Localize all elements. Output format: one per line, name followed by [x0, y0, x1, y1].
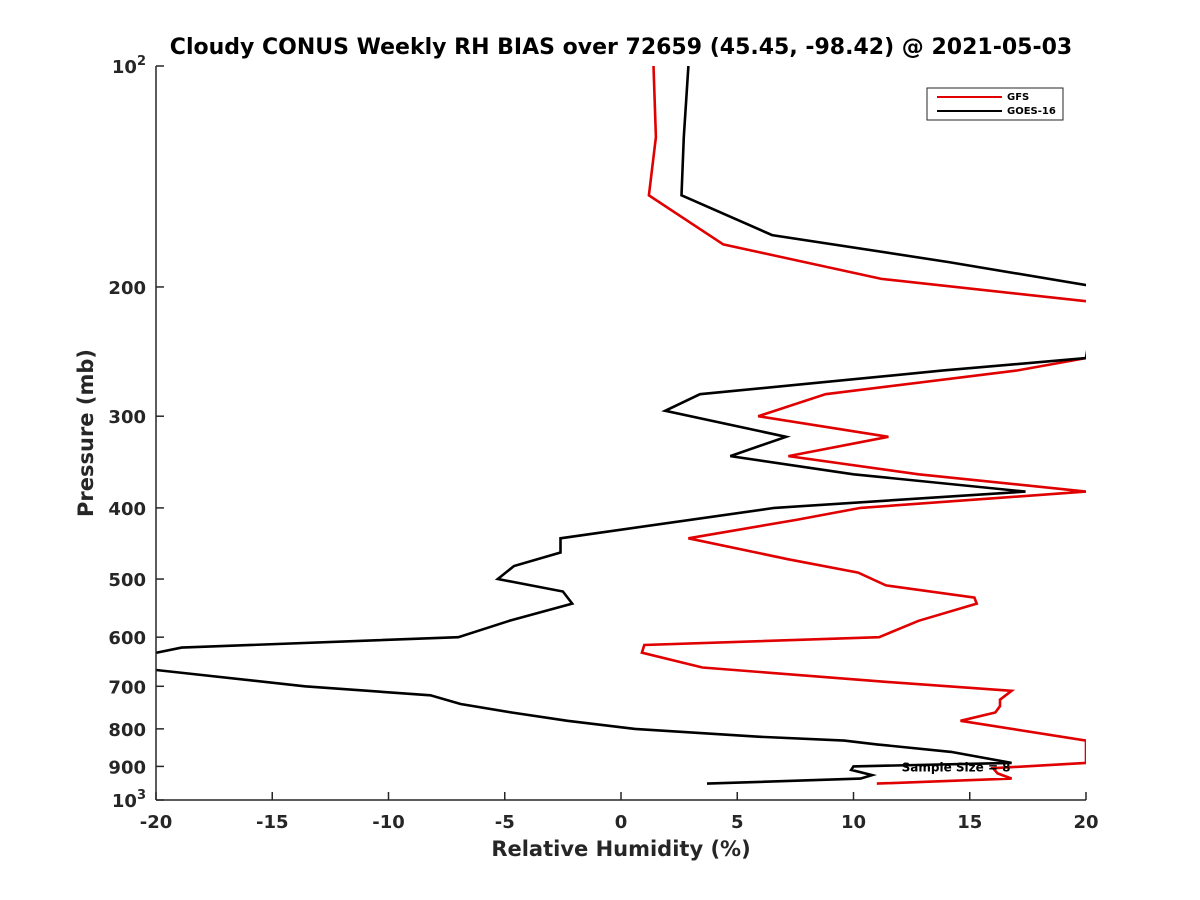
- x-tick-label: -10: [372, 812, 405, 833]
- chart-title: Cloudy CONUS Weekly RH BIAS over 72659 (…: [170, 35, 1072, 60]
- y-tick-label: 600: [108, 628, 146, 649]
- legend-label-gfs: GFS: [1007, 92, 1029, 103]
- x-tick-label: 5: [731, 812, 744, 833]
- y-tick-label: 400: [108, 499, 146, 520]
- legend: GFS GOES-16: [926, 87, 1064, 121]
- x-tick-label: -20: [140, 812, 173, 833]
- y-tick-label: 500: [108, 570, 146, 591]
- y-tick-label: 900: [108, 757, 146, 778]
- x-tick-label: -15: [256, 812, 289, 833]
- x-tick-label: 15: [957, 812, 982, 833]
- y-tick-label: 300: [108, 407, 146, 428]
- legend-box: [926, 87, 1064, 121]
- x-tick-label: 10: [841, 812, 866, 833]
- plot-frame: [156, 66, 1086, 800]
- legend-label-goes16: GOES-16: [1007, 106, 1056, 117]
- y-axis-ticks: 102 200 300 400 500 600 700 800 900 103: [108, 54, 164, 812]
- x-tick-label: 20: [1073, 812, 1098, 833]
- x-axis-label: Relative Humidity (%): [491, 837, 750, 861]
- series-line-goes16: [156, 66, 1086, 785]
- y-tick-label: 700: [108, 677, 146, 698]
- y-tick-label: 800: [108, 720, 146, 741]
- x-axis-ticks: -20 -15 -10 -5 0 5 10 15 20: [140, 792, 1099, 833]
- y-tick-label: 103: [112, 788, 146, 812]
- sample-size-annotation: Sample Size = 8: [902, 760, 1011, 774]
- y-tick-label: 200: [108, 278, 146, 299]
- x-tick-label: 0: [615, 812, 628, 833]
- y-tick-label: 102: [112, 54, 146, 78]
- y-axis-label: Pressure (mb): [74, 349, 98, 517]
- series-line-gfs: [640, 66, 1086, 785]
- plot-area: [156, 66, 1086, 785]
- x-tick-label: -5: [495, 812, 515, 833]
